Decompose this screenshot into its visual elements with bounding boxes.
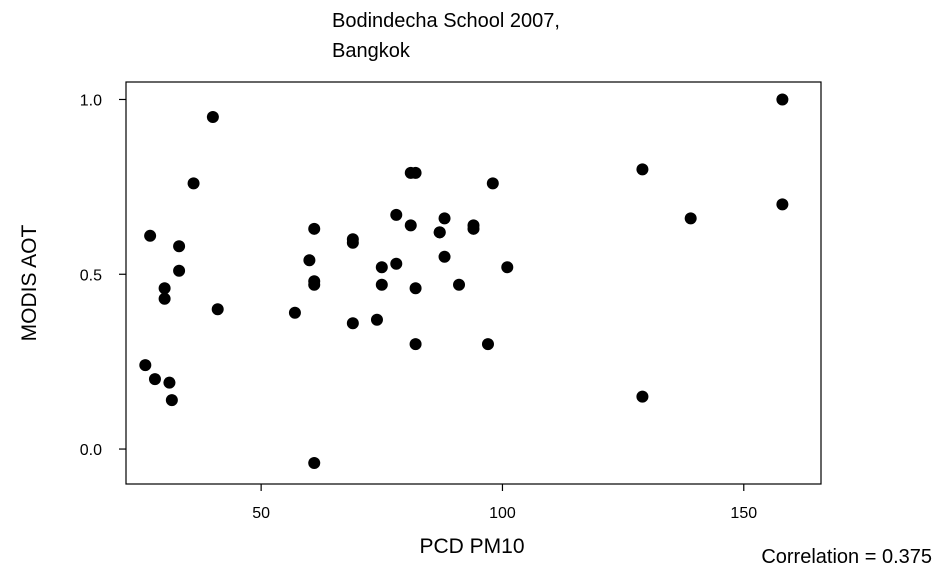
data-point	[163, 376, 176, 389]
y-tick-label: 1.0	[80, 92, 102, 109]
data-point	[404, 219, 417, 232]
correlation-annotation: Correlation = 0.375	[761, 546, 932, 568]
data-point	[346, 317, 359, 330]
data-point	[375, 278, 388, 291]
x-axis: 50 100 150	[252, 484, 757, 522]
x-axis-label: PCD PM10	[419, 535, 524, 558]
data-point	[776, 198, 789, 211]
data-point	[173, 240, 186, 253]
data-point	[308, 278, 321, 291]
data-point	[158, 292, 171, 305]
x-tick-label: 150	[730, 505, 757, 522]
y-tick-label: 0.0	[80, 442, 102, 459]
data-point	[370, 313, 383, 326]
data-point	[409, 166, 422, 179]
data-point	[481, 338, 494, 351]
plot-area-frame	[125, 81, 822, 485]
data-point	[636, 163, 649, 176]
x-tick-label: 100	[489, 505, 516, 522]
data-point	[158, 282, 171, 295]
data-point	[288, 306, 301, 319]
data-point	[501, 261, 514, 274]
data-point	[375, 261, 388, 274]
data-point	[148, 373, 161, 386]
data-point	[409, 282, 422, 295]
data-point	[776, 93, 789, 106]
data-point	[390, 257, 403, 270]
y-tick-label: 0.5	[80, 267, 102, 284]
data-point	[187, 177, 200, 190]
data-point	[308, 222, 321, 235]
chart-title-line-1: Bodindecha School 2007,	[332, 10, 560, 32]
data-point	[144, 229, 157, 242]
data-point	[636, 390, 649, 403]
data-point	[486, 177, 499, 190]
data-point	[453, 278, 466, 291]
y-axis-label: MODIS AOT	[18, 224, 41, 341]
data-point	[303, 254, 316, 267]
data-point	[346, 236, 359, 249]
x-tick-label: 50	[252, 505, 270, 522]
data-point	[390, 208, 403, 221]
data-point	[467, 222, 480, 235]
data-point	[173, 264, 186, 277]
data-point	[165, 394, 178, 407]
chart-title-line-2: Bangkok	[332, 40, 411, 62]
data-points	[139, 93, 789, 470]
data-point	[308, 457, 321, 470]
data-point	[139, 359, 152, 372]
data-point	[409, 338, 422, 351]
data-point	[211, 303, 224, 316]
data-point	[433, 226, 446, 239]
data-point	[438, 250, 451, 263]
y-axis: 0.0 0.5 1.0	[80, 92, 126, 459]
data-point	[438, 212, 451, 225]
data-point	[684, 212, 697, 225]
data-point	[206, 110, 219, 123]
